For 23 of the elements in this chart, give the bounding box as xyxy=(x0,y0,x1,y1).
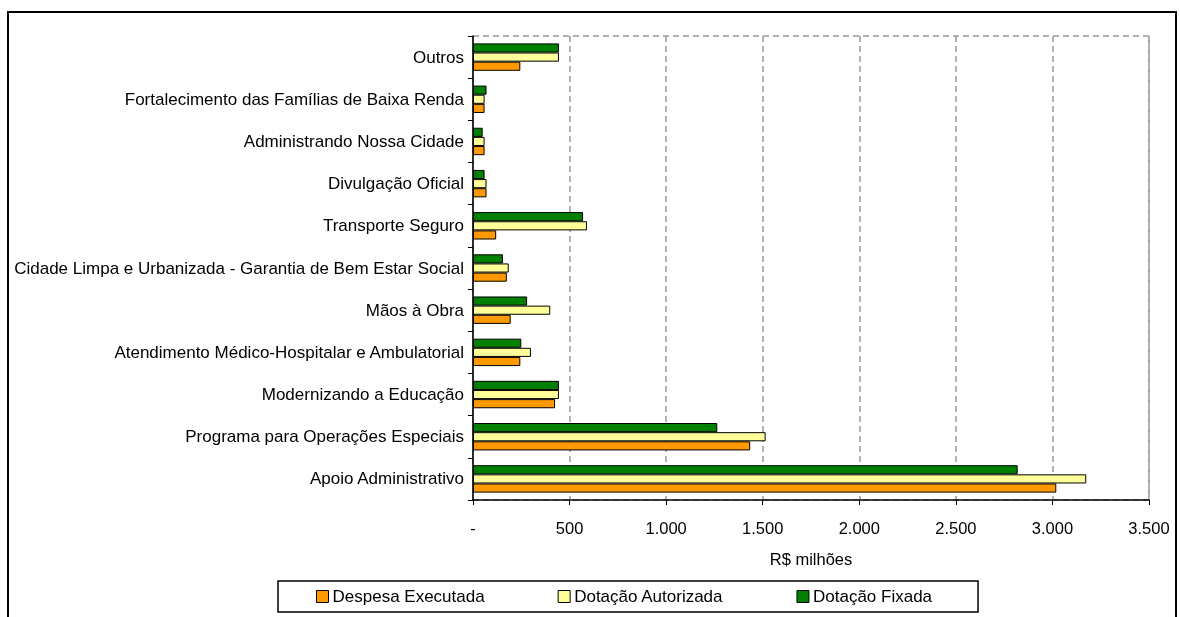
legend-label: Dotação Autorizada xyxy=(574,587,724,606)
y-tick-label: Outros xyxy=(412,47,464,67)
x-tick-label: 2.500 xyxy=(935,518,977,537)
legend-label: Dotação Fixada xyxy=(812,587,933,606)
y-tick-label: Mãos à Obra xyxy=(365,300,465,320)
x-axis-title: R$ milhões xyxy=(769,549,853,568)
x-tick-label: 1.000 xyxy=(645,518,687,537)
y-tick-label: Administrando Nossa Cidade xyxy=(243,131,464,151)
y-tick-label: Cidade Limpa e Urbanizada - Garantia de Bem Estar Social xyxy=(14,258,464,278)
legend-label: Despesa Executada xyxy=(332,587,486,606)
x-tick-label: 1.500 xyxy=(742,518,784,537)
y-tick-label: Divulgação Oficial xyxy=(327,174,464,194)
x-tick-label: 2.000 xyxy=(838,518,880,537)
y-tick-label: Apoio Administrativo xyxy=(309,469,464,489)
x-tick-label: 3.500 xyxy=(1128,518,1170,537)
x-tick-label: - xyxy=(470,518,476,537)
y-tick-label: Atendimento Médico-Hospitalar e Ambulatorial xyxy=(114,342,464,362)
y-tick-label: Fortalecimento das Famílias de Baixa Renda xyxy=(124,89,465,109)
x-tick-label: 500 xyxy=(555,518,584,537)
x-tick-label: 3.000 xyxy=(1031,518,1074,537)
y-tick-label: Programa para Operações Especiais xyxy=(185,427,464,447)
y-tick-label: Transporte Seguro xyxy=(322,216,464,236)
y-tick-label: Modernizando a Educação xyxy=(261,385,464,405)
